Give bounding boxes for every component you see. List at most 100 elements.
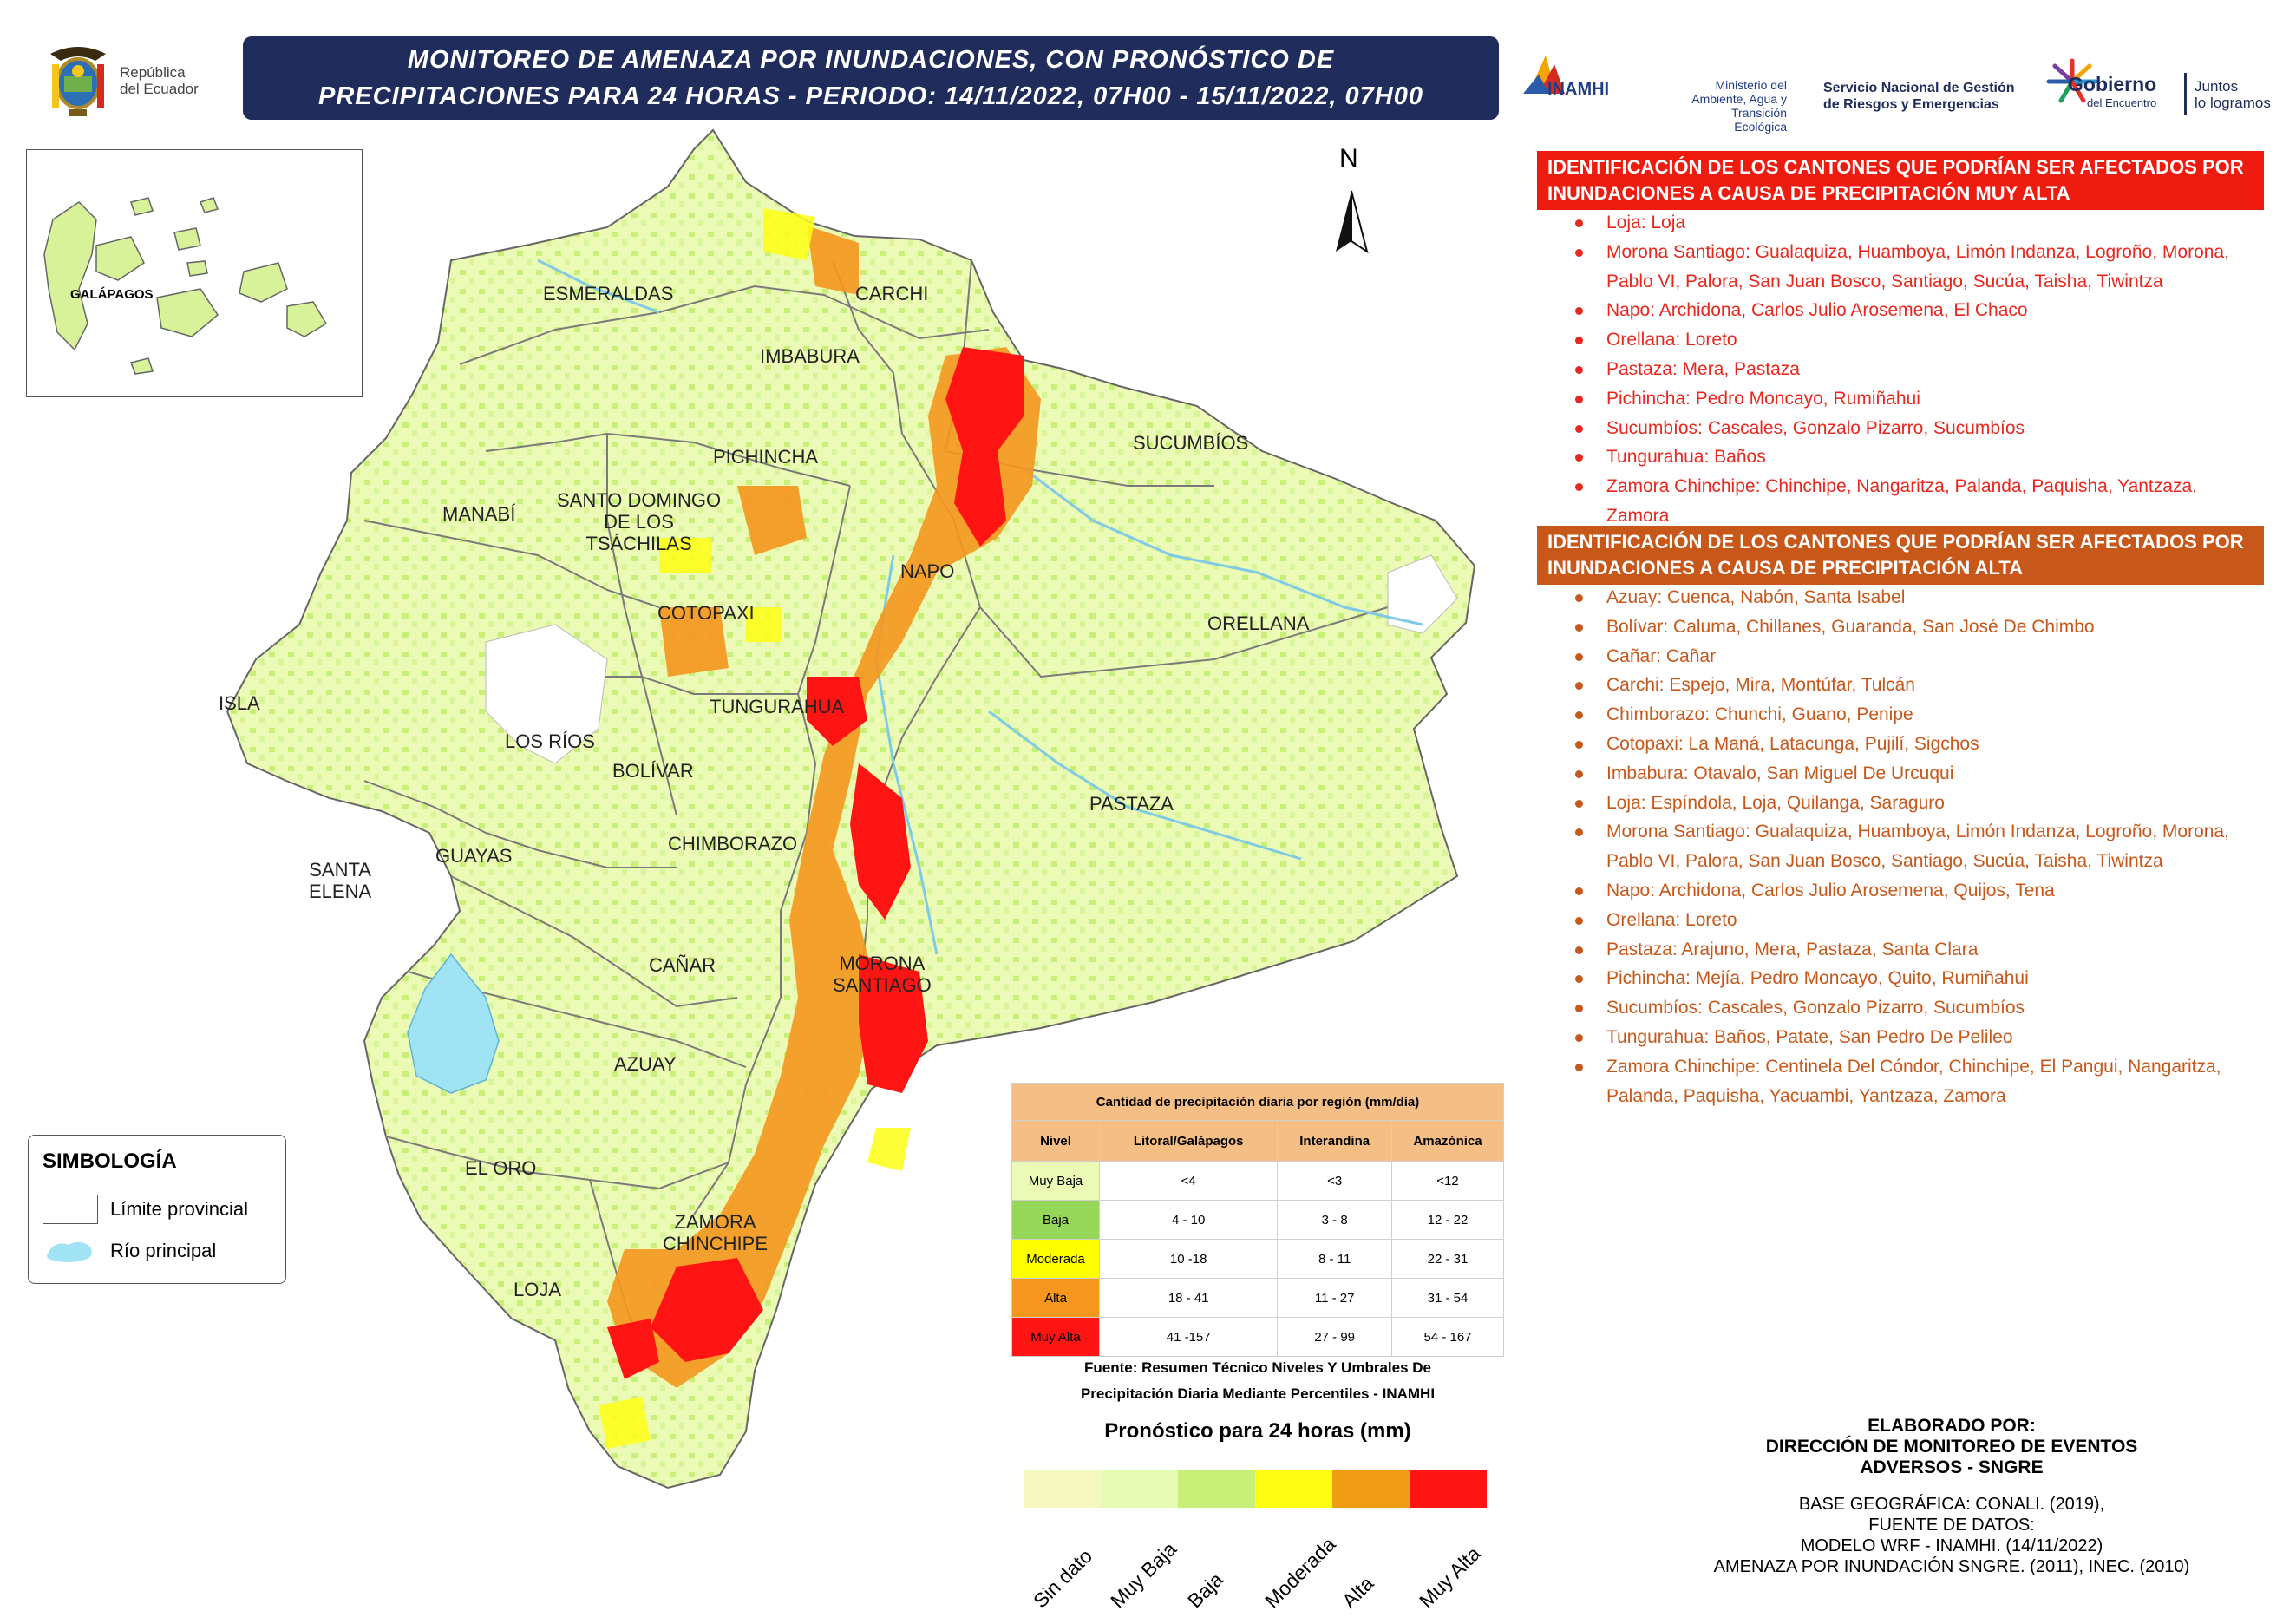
- canton-list-item: Tungurahua: Baños: [1575, 442, 2274, 472]
- amazonica-cell: 54 - 167: [1391, 1317, 1504, 1357]
- zamora-line2: CHINCHIPE: [663, 1233, 769, 1254]
- canton-list-item: Imbabura: Otavalo, San Miguel De Urcuqui: [1575, 759, 2274, 789]
- province-label-pichincha: PICHINCHA: [713, 446, 819, 468]
- base-line3: MODELO WRF - INAMHI. (14/11/2022): [1800, 1536, 2103, 1555]
- canton-list-item: Pichincha: Pedro Moncayo, Rumiñahui: [1575, 384, 2274, 414]
- santa-elena-line2: ELENA: [309, 881, 372, 902]
- province-label-el-oro: EL ORO: [465, 1157, 537, 1179]
- canton-list-item: Azuay: Cuenca, Nabón, Santa Isabel: [1575, 583, 2274, 612]
- interandina-cell: 3 - 8: [1277, 1200, 1392, 1240]
- gobierno-encuentro-icon: [2046, 58, 2098, 103]
- elaborado-line1: ELABORADO POR:: [1868, 1416, 2036, 1436]
- base-geografica: BASE GEOGRÁFICA: CONALI. (2019), FUENTE …: [1648, 1494, 2255, 1577]
- amazonica-cell: 12 - 22: [1391, 1200, 1504, 1240]
- gobierno-text: Gobierno del Encuentro: [2068, 75, 2156, 113]
- table-caption: Cantidad de precipitación diaria por reg…: [1011, 1083, 1504, 1121]
- litoral-cell: 18 - 41: [1098, 1278, 1279, 1318]
- table-row: Baja 4 - 10 3 - 8 12 - 22: [1011, 1200, 1504, 1240]
- province-label-orellana: ORELLANA: [1207, 612, 1310, 634]
- galapagos-label: GALÁPAGOS: [70, 287, 154, 302]
- canton-list-item: Bolívar: Caluma, Chillanes, Guaranda, Sa…: [1575, 612, 2274, 642]
- canton-list-item: Morona Santiago: Gualaquiza, Huamboya, L…: [1575, 817, 2274, 847]
- province-label-azuay: AZUAY: [614, 1053, 677, 1075]
- table-row: Alta 18 - 41 11 - 27 31 - 54: [1011, 1278, 1504, 1318]
- col-header-litoral: Litoral/Galápagos: [1098, 1120, 1279, 1162]
- sngre-logo: Servicio Nacional de Gestión de Riesgos …: [1823, 80, 2015, 113]
- muy-alta-header: IDENTIFICACIÓN DE LOS CANTONES QUE PODRÍ…: [1537, 151, 2264, 210]
- north-label: N: [1339, 144, 1358, 173]
- province-label-guayas: GUAYAS: [435, 845, 513, 867]
- canton-list-item: Pablo VI, Palora, San Juan Bosco, Santia…: [1606, 271, 2163, 291]
- canton-list-item: Sucumbíos: Cascales, Gonzalo Pizarro, Su…: [1575, 414, 2274, 443]
- province-label-carchi: CARCHI: [855, 283, 929, 304]
- sngre-line1: Servicio Nacional de Gestión: [1823, 81, 2015, 95]
- province-label-santa-elena: SANTA ELENA: [309, 859, 371, 902]
- nivel-cell: Muy Alta: [1011, 1317, 1100, 1357]
- nivel-cell: Muy Baja: [1011, 1161, 1100, 1201]
- republica-line2: del Ecuador: [120, 81, 199, 97]
- canton-list-item: Orellana: Loreto: [1575, 325, 2274, 355]
- interandina-cell: <3: [1277, 1161, 1392, 1201]
- canton-list-item: Loja: Loja: [1575, 208, 2274, 238]
- province-label-pastaza: PASTAZA: [1089, 793, 1174, 815]
- alta-header-line2: INUNDACIONES A CAUSA DE PRECIPITACIÓN AL…: [1547, 557, 2023, 579]
- interandina-cell: 8 - 11: [1277, 1239, 1392, 1279]
- inamhi-icon: [1523, 56, 1565, 94]
- col-header-interandina: Interandina: [1277, 1120, 1392, 1162]
- gobierno-line1: Gobierno: [2068, 73, 2157, 95]
- canton-list-item: Chimborazo: Chunchi, Guano, Penipe: [1575, 700, 2274, 730]
- limite-swatch: [43, 1195, 98, 1224]
- col-header-amazonica: Amazónica: [1391, 1120, 1504, 1162]
- province-label-bolivar: BOLÍVAR: [612, 760, 694, 782]
- canton-list-item: Napo: Archidona, Carlos Julio Arosemena,…: [1575, 296, 2274, 325]
- republica-line1: República: [120, 64, 186, 81]
- ministerio-line3: Transición Ecológica: [1730, 106, 1787, 134]
- forecast-swatch: [1255, 1470, 1332, 1508]
- litoral-cell: 4 - 10: [1098, 1200, 1279, 1240]
- no-data-area: [485, 624, 608, 764]
- canton-list-item: Carchi: Espejo, Mira, Montúfar, Tulcán: [1575, 671, 2274, 700]
- precipitation-muy-alta: [607, 347, 1024, 1379]
- elaborado-line2: DIRECCIÓN DE MONITOREO DE EVENTOS: [1765, 1437, 2138, 1457]
- precipitation-moderada: [599, 208, 911, 1449]
- amazonica-cell: 22 - 31: [1391, 1239, 1504, 1279]
- simbologia-legend: SIMBOLOGÍA Límite provincial Río princip…: [28, 1135, 286, 1284]
- simbologia-title: SIMBOLOGÍA: [43, 1149, 177, 1173]
- ecuador-mainland: [226, 128, 1476, 1490]
- province-label-imbabura: IMBABURA: [760, 345, 860, 367]
- fuente-line1: Fuente: Resumen Técnico Niveles Y Umbral…: [1084, 1359, 1431, 1376]
- amazonica-cell: <12: [1391, 1161, 1504, 1201]
- coat-of-arms-icon: [50, 47, 106, 116]
- canton-list-item: Loja: Espíndola, Loja, Quilanga, Saragur…: [1575, 789, 2274, 818]
- precipitation-thresholds-table: Cantidad de precipitación diaria por reg…: [1011, 1083, 1504, 1357]
- base-line2: FUENTE DE DATOS:: [1868, 1516, 2035, 1535]
- fuente-line2: Precipitación Diaria Mediante Percentile…: [1080, 1385, 1436, 1402]
- muy-alta-header-line1: IDENTIFICACIÓN DE LOS CANTONES QUE PODRÍ…: [1547, 156, 2244, 178]
- canton-list-item: Pablo VI, Palora, San Juan Bosco, Santia…: [1606, 851, 2163, 872]
- elaborado-line3: ADVERSOS - SNGRE: [1860, 1457, 2044, 1477]
- canton-list-item: Tungurahua: Baños, Patate, San Pedro De …: [1575, 1023, 2274, 1052]
- province-label-santo-domingo: SANTO DOMINGO DE LOS TSÁCHILAS: [557, 489, 721, 554]
- province-label-tungurahua: TUNGURAHUA: [710, 696, 845, 717]
- logo-divider: [2184, 73, 2187, 115]
- ministerio-line1: Ministerio del: [1715, 78, 1787, 92]
- santo-domingo-line3: TSÁCHILAS: [585, 533, 692, 554]
- santo-domingo-line1: SANTO DOMINGO: [557, 489, 722, 511]
- canton-list-item: Zamora: [1606, 505, 1670, 526]
- forecast-swatch: [1101, 1470, 1178, 1508]
- forecast-swatch: [1410, 1470, 1487, 1508]
- title-line2: PRECIPITACIONES PARA 24 HORAS - PERIODO:…: [318, 82, 1423, 110]
- alta-header: IDENTIFICACIÓN DE LOS CANTONES QUE PODRÍ…: [1537, 526, 2264, 585]
- title-line1: MONITOREO DE AMENAZA POR INUNDACIONES, C…: [407, 46, 1335, 74]
- litoral-cell: 10 -18: [1098, 1239, 1279, 1279]
- canton-list-item: Zamora Chinchipe: Chinchipe, Nangaritza,…: [1575, 472, 2274, 501]
- morona-line2: SANTIAGO: [833, 974, 932, 996]
- forecast-swatch: [1332, 1470, 1410, 1508]
- principal-rivers: [537, 259, 1423, 955]
- river-swatch-icon: [47, 1241, 92, 1262]
- canton-list-item: Orellana: Loreto: [1575, 906, 2274, 935]
- morona-line1: MORONA: [839, 953, 926, 974]
- inamhi-logo: INAMHI: [1520, 49, 1617, 116]
- nivel-cell: Moderada: [1011, 1239, 1100, 1279]
